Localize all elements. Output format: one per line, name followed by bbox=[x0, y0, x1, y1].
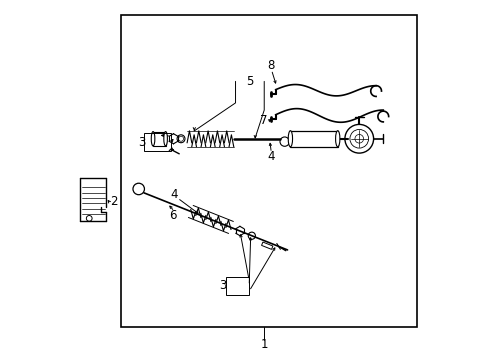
Ellipse shape bbox=[335, 131, 339, 147]
Bar bbox=[261, 242, 272, 249]
Bar bbox=[290, 131, 337, 147]
Ellipse shape bbox=[163, 132, 167, 146]
Text: 7: 7 bbox=[260, 114, 267, 127]
Text: 3: 3 bbox=[138, 136, 146, 149]
Bar bbox=[144, 134, 171, 151]
Ellipse shape bbox=[151, 132, 155, 146]
Bar bbox=[153, 132, 165, 146]
Text: 4: 4 bbox=[267, 150, 275, 163]
Text: 1: 1 bbox=[260, 338, 267, 351]
Text: 2: 2 bbox=[110, 195, 117, 208]
Text: 4: 4 bbox=[170, 188, 178, 201]
Text: 6: 6 bbox=[169, 210, 176, 222]
Text: 8: 8 bbox=[267, 59, 275, 72]
Ellipse shape bbox=[287, 131, 292, 147]
Bar bbox=[225, 277, 249, 295]
Text: 5: 5 bbox=[245, 75, 253, 88]
Text: 3: 3 bbox=[219, 279, 226, 292]
Bar bbox=[121, 15, 416, 327]
